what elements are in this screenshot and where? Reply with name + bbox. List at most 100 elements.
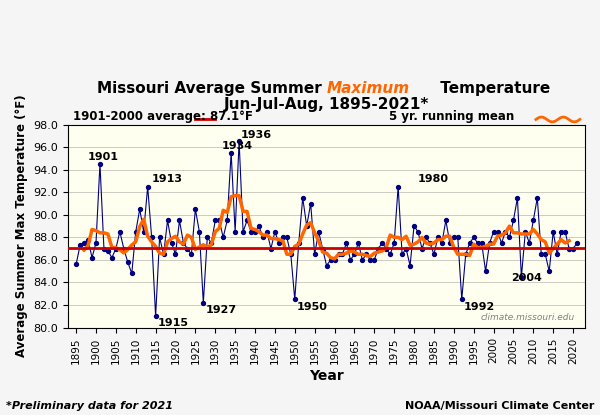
Point xyxy=(334,251,343,258)
Text: 1936: 1936 xyxy=(241,130,272,140)
Point xyxy=(242,217,252,224)
Point xyxy=(485,240,494,247)
Text: Temperature: Temperature xyxy=(435,81,550,96)
Point xyxy=(425,240,435,247)
Point xyxy=(529,217,538,224)
Point xyxy=(564,245,574,252)
Point xyxy=(87,254,97,261)
Point xyxy=(481,268,490,275)
Point xyxy=(524,240,534,247)
Point xyxy=(385,251,395,258)
Point xyxy=(421,234,431,241)
Point xyxy=(211,217,220,224)
Point xyxy=(469,234,478,241)
Point xyxy=(532,195,542,201)
Point xyxy=(258,234,268,241)
Text: Missouri Average Summer: Missouri Average Summer xyxy=(97,81,326,96)
Point xyxy=(270,228,280,235)
Point xyxy=(310,251,319,258)
Point xyxy=(159,251,169,258)
Text: 1950: 1950 xyxy=(297,302,328,312)
Point xyxy=(449,234,458,241)
Point xyxy=(536,251,546,258)
Point xyxy=(131,228,140,235)
Point xyxy=(437,240,446,247)
Point xyxy=(548,228,558,235)
Point xyxy=(429,251,439,258)
Point xyxy=(553,251,562,258)
Point xyxy=(517,273,526,280)
Point xyxy=(373,245,383,252)
Point xyxy=(127,270,137,277)
Point xyxy=(139,228,148,235)
Point xyxy=(362,251,371,258)
Text: *Preliminary data for 2021: *Preliminary data for 2021 xyxy=(6,401,173,411)
Point xyxy=(191,206,200,212)
Point xyxy=(254,223,264,229)
Point xyxy=(107,254,116,261)
Point xyxy=(341,240,351,247)
Point xyxy=(521,228,530,235)
Point xyxy=(266,245,276,252)
Point xyxy=(123,259,133,266)
Point xyxy=(111,245,121,252)
Text: 1934: 1934 xyxy=(221,142,253,151)
Point xyxy=(556,228,566,235)
Point xyxy=(91,240,101,247)
Point xyxy=(147,234,157,241)
Point xyxy=(413,228,423,235)
Point xyxy=(572,240,582,247)
Point xyxy=(282,234,292,241)
Point xyxy=(544,268,554,275)
Point xyxy=(405,262,415,269)
Point xyxy=(477,240,487,247)
Point xyxy=(433,234,443,241)
Point xyxy=(179,240,188,247)
Point xyxy=(230,228,240,235)
Point xyxy=(505,234,514,241)
Point xyxy=(353,240,363,247)
Point xyxy=(330,256,340,263)
Point xyxy=(294,240,304,247)
Y-axis label: Average Summer Max Temperature (°F): Average Summer Max Temperature (°F) xyxy=(15,95,28,357)
Point xyxy=(358,256,367,263)
Point xyxy=(377,240,387,247)
Text: Maximum: Maximum xyxy=(326,81,410,96)
Point xyxy=(115,228,125,235)
Point xyxy=(238,228,248,235)
Point xyxy=(218,234,228,241)
Point xyxy=(119,245,128,252)
Text: 1927: 1927 xyxy=(205,305,236,315)
Point xyxy=(497,240,506,247)
Text: 5 yr. running mean: 5 yr. running mean xyxy=(389,110,522,122)
Point xyxy=(235,138,244,145)
Point xyxy=(409,223,419,229)
Point xyxy=(493,228,502,235)
Point xyxy=(79,240,89,247)
Point xyxy=(286,251,296,258)
Point xyxy=(95,161,105,167)
Point xyxy=(500,228,510,235)
Point xyxy=(365,256,375,263)
Point xyxy=(103,248,113,254)
Point xyxy=(389,240,399,247)
Point xyxy=(509,217,518,224)
Point xyxy=(453,234,463,241)
Point xyxy=(350,251,359,258)
Point xyxy=(318,245,328,252)
Point xyxy=(314,228,323,235)
Point xyxy=(182,245,192,252)
Text: 1913: 1913 xyxy=(152,174,182,184)
Point xyxy=(226,149,236,156)
Point xyxy=(445,240,455,247)
Point xyxy=(214,217,224,224)
Point xyxy=(397,251,407,258)
Point xyxy=(401,245,411,252)
Point xyxy=(167,240,176,247)
Point xyxy=(223,217,232,224)
Point xyxy=(346,256,355,263)
Point xyxy=(250,228,260,235)
Point xyxy=(489,228,499,235)
Point xyxy=(262,228,272,235)
Point xyxy=(187,251,196,258)
